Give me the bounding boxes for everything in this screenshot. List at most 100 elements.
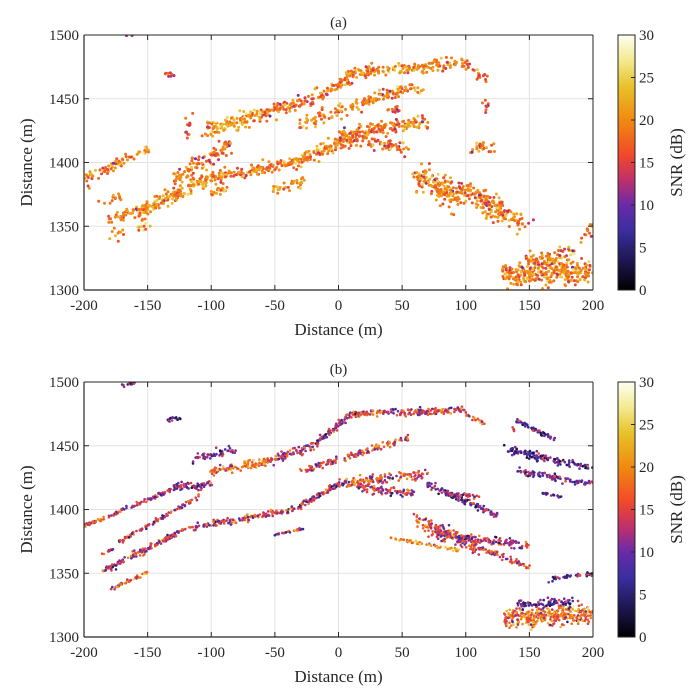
data-point [406, 125, 410, 129]
data-point [523, 225, 527, 229]
data-point [553, 619, 556, 622]
data-point [110, 220, 114, 224]
data-point [363, 412, 366, 416]
data-point [191, 176, 195, 180]
data-point [144, 221, 148, 225]
data-point [275, 104, 279, 108]
data-point [465, 494, 468, 497]
data-point [412, 175, 416, 179]
data-point [329, 110, 333, 114]
data-point [213, 130, 217, 134]
data-point [508, 626, 511, 629]
data-point [534, 277, 538, 280]
data-point [145, 148, 149, 152]
data-point [184, 165, 188, 169]
data-point [406, 68, 410, 72]
data-point [231, 451, 235, 454]
data-point [490, 512, 494, 515]
data-point [427, 168, 431, 172]
data-point [278, 106, 282, 110]
data-point [549, 623, 552, 627]
data-point [521, 222, 525, 226]
data-point [370, 98, 373, 102]
data-point [582, 611, 586, 615]
data-point [335, 485, 338, 488]
data-point [501, 269, 505, 273]
data-point [447, 411, 450, 414]
data-point [313, 115, 317, 119]
data-point [201, 156, 205, 160]
data-point [119, 218, 123, 222]
data-point [196, 484, 200, 488]
data-point [512, 277, 515, 281]
x-tick-label: 200 [582, 298, 605, 314]
data-point [275, 108, 279, 111]
data-point [559, 606, 563, 610]
data-point [247, 518, 250, 522]
scatter-points [84, 382, 593, 632]
data-point [303, 96, 307, 100]
data-point [312, 441, 315, 445]
data-point [172, 484, 176, 488]
data-point [562, 597, 566, 600]
data-point [326, 490, 330, 494]
data-point [473, 495, 477, 499]
data-point [237, 517, 241, 520]
data-point [344, 107, 347, 111]
data-point [269, 508, 273, 512]
data-point [324, 144, 328, 148]
data-point [542, 598, 545, 602]
data-point [414, 474, 417, 477]
data-point [195, 498, 199, 502]
data-point [483, 98, 487, 102]
data-point [383, 123, 387, 127]
data-point [164, 197, 168, 201]
x-tick-label: -100 [198, 298, 226, 314]
data-point [543, 272, 547, 276]
data-point [200, 182, 204, 186]
data-point [277, 454, 280, 457]
data-point [521, 562, 525, 566]
data-point [514, 541, 518, 544]
data-point [527, 426, 530, 429]
data-point [320, 108, 324, 112]
data-point [250, 163, 253, 167]
data-point [364, 479, 368, 482]
data-point [312, 158, 316, 162]
data-point [108, 237, 112, 241]
data-point [494, 540, 498, 544]
data-point [465, 413, 468, 417]
data-point [166, 533, 169, 537]
data-point [163, 490, 167, 494]
data-point [371, 473, 375, 476]
data-point [464, 411, 468, 414]
data-point [434, 523, 438, 527]
data-point [475, 77, 479, 81]
data-point [212, 162, 216, 166]
data-point [300, 469, 303, 472]
data-point [564, 274, 568, 278]
data-point [166, 190, 170, 194]
data-point [349, 69, 353, 73]
data-point [299, 507, 303, 511]
data-point [401, 67, 405, 70]
data-point [483, 537, 487, 540]
data-point [460, 188, 464, 192]
data-point [402, 147, 406, 151]
data-point [418, 517, 421, 520]
data-point [469, 184, 472, 188]
data-point [504, 540, 507, 543]
data-point [88, 170, 92, 174]
data-point [474, 543, 477, 546]
data-point [319, 142, 323, 146]
data-point [531, 608, 534, 612]
data-point [464, 537, 468, 540]
data-point [390, 492, 394, 495]
data-point [275, 118, 278, 122]
data-point [140, 218, 144, 222]
data-point [467, 537, 471, 540]
data-point [109, 567, 113, 570]
data-point [247, 113, 251, 117]
data-point [170, 510, 173, 513]
data-point [165, 514, 169, 517]
